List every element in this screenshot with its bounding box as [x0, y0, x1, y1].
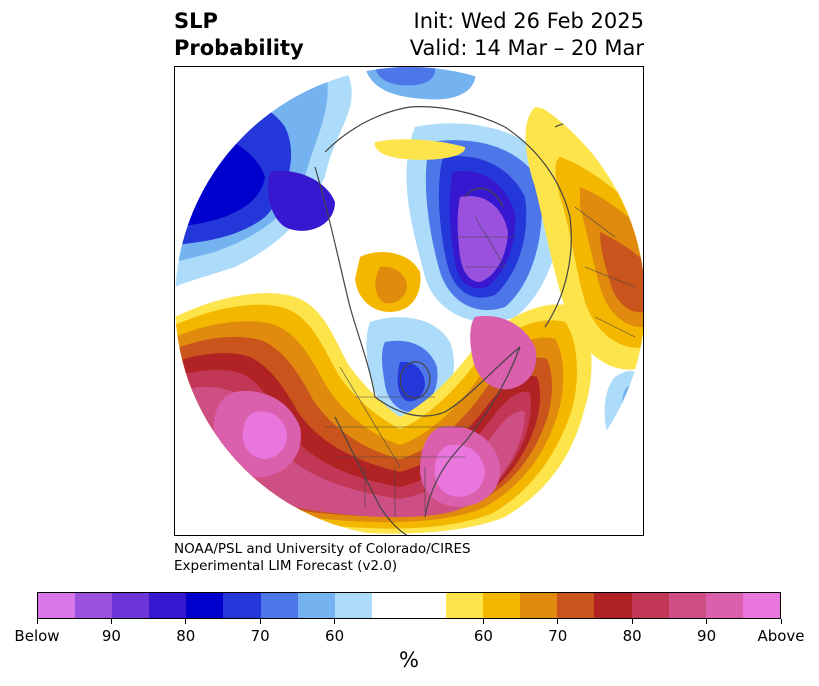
colorbar-tick-label: Below [14, 627, 60, 645]
below-region-alaska-core [375, 67, 436, 86]
colorbar-cell [483, 593, 521, 618]
map-panel [174, 66, 644, 536]
colorbar-cell [446, 593, 484, 618]
below-region-pacific-core [268, 170, 335, 231]
above-region-canada-core [470, 315, 537, 390]
below-region-hudson-core [397, 361, 425, 402]
colorbar-tick-label: 70 [548, 627, 568, 645]
title-left: SLP Probability [174, 8, 304, 62]
colorbar-cell [260, 593, 298, 618]
colorbar-cell [297, 593, 335, 618]
colorbar-cell [742, 593, 780, 618]
colorbar-tick-label: 90 [697, 627, 717, 645]
colorbar-cell [112, 593, 150, 618]
colorbar-tick [780, 619, 782, 624]
colorbar-tick [706, 619, 708, 624]
colorbar-cell [594, 593, 632, 618]
colorbar-tick [110, 619, 112, 624]
colorbar-cell [186, 593, 224, 618]
colorbar-cell [371, 593, 447, 618]
probability-map [175, 67, 643, 535]
colorbar-cell [149, 593, 187, 618]
colorbar [37, 592, 781, 619]
colorbar-cell [75, 593, 113, 618]
above-region-europe-80 [600, 232, 643, 313]
colorbar-tick [185, 619, 187, 624]
valid-period: Valid: 14 Mar – 20 Mar [409, 36, 644, 60]
colorbar-tick-label: 60 [325, 627, 345, 645]
political-borders [325, 206, 636, 517]
colorbar-cell [223, 593, 261, 618]
init-date: Init: Wed 26 Feb 2025 [413, 9, 644, 33]
colorbar-tick [631, 619, 633, 624]
title-variable: SLP [174, 9, 218, 33]
colorbar-tick [36, 619, 38, 624]
below-region-siberia-core [457, 196, 508, 282]
above-region-main-97 [175, 386, 525, 518]
below-region-atlantic-east [604, 371, 643, 459]
credit-text: NOAA/PSL and University of Colorado/CIRE… [174, 541, 471, 575]
colorbar-tick [557, 619, 559, 624]
credit-line-1: NOAA/PSL and University of Colorado/CIRE… [174, 541, 471, 557]
above-region-arctic-core [375, 266, 407, 304]
colorbar-tick [259, 619, 261, 624]
colorbar-cell [557, 593, 595, 618]
credit-line-2: Experimental LIM Forecast (v2.0) [174, 558, 398, 574]
colorbar-tick-label: 70 [250, 627, 270, 645]
above-region-arctic-ring [374, 139, 466, 160]
above-region-pacific-peak [242, 411, 287, 459]
colorbar-unit: % [399, 648, 419, 672]
title-right: Init: Wed 26 Feb 2025 Valid: 14 Mar – 20… [410, 8, 644, 62]
colorbar-tick-label: Above [757, 627, 805, 645]
colorbar-cell [334, 593, 372, 618]
colorbar-cell [631, 593, 669, 618]
colorbar-tick-label: 80 [622, 627, 642, 645]
colorbar-cell [38, 593, 76, 618]
colorbar-tick-label: 90 [101, 627, 121, 645]
colorbar-tick [482, 619, 484, 624]
title-quantity: Probability [174, 36, 304, 60]
colorbar-cell [520, 593, 558, 618]
colorbar-tick [334, 619, 336, 624]
colorbar-tick-label: 80 [176, 627, 196, 645]
below-region-atlantic-east-core [622, 384, 643, 438]
colorbar-cell [668, 593, 706, 618]
colorbar-tick-label: 60 [473, 627, 493, 645]
above-region-atlantic-peak [434, 444, 485, 497]
colorbar-cell [705, 593, 743, 618]
